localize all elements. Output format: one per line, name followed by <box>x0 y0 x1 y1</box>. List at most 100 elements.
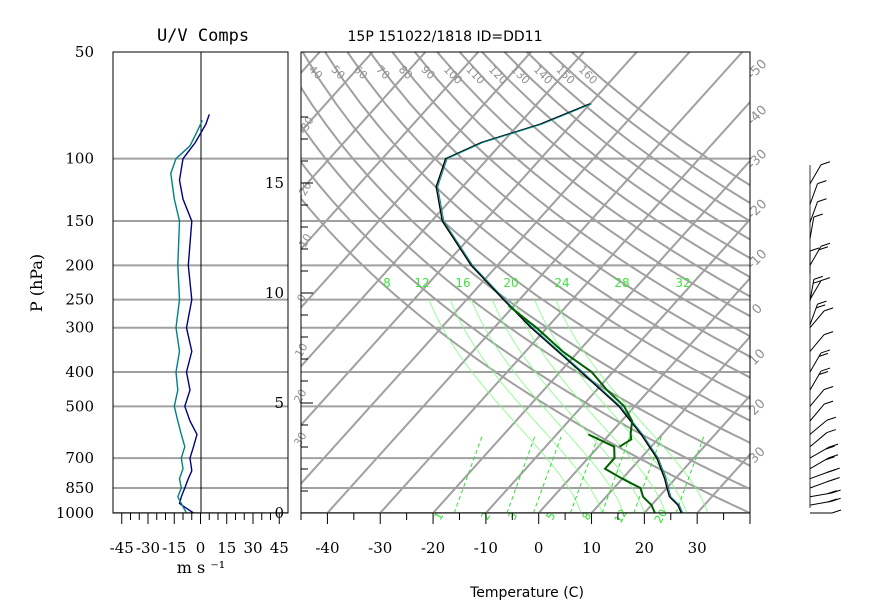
wind-barb <box>809 386 834 407</box>
uv-series <box>170 114 210 513</box>
height-tick-label: 15 <box>265 174 284 192</box>
wind-barb <box>809 497 841 506</box>
uv-y-tick-label: 500 <box>65 397 94 415</box>
mixing-ratio-label: 5 <box>544 510 559 523</box>
skewt-x-axis-label: Temperature (C) <box>469 585 584 600</box>
mixing-ratio-label: 12 <box>612 507 630 526</box>
dry-adiabat <box>369 52 750 358</box>
wind-barb <box>809 400 834 422</box>
skewt-x-tick-label: 20 <box>635 539 654 557</box>
dry-adiabat <box>391 52 750 338</box>
isotherm <box>643 394 750 513</box>
skewt-x-tick-label: 0 <box>534 539 544 557</box>
wind-barb <box>809 454 839 470</box>
mixing-ratio-label: 3 <box>506 510 521 523</box>
uv-y-tick-label: 100 <box>65 150 94 168</box>
isotherm-label: 0 <box>749 301 765 317</box>
wind-barb <box>809 213 823 239</box>
moist-adiabat-label: 28 <box>614 276 629 290</box>
wind-barb <box>809 429 837 448</box>
uv-panel: U/V Comps 501001502002503004005007008501… <box>27 26 289 577</box>
isotherm-label: -20 <box>745 197 771 223</box>
dry-adiabat-label: 90 <box>418 63 437 82</box>
moist-adiabat <box>513 299 666 513</box>
skewt-x-ticks: -40 -30 -20 -10 0 10 20 30 <box>300 513 751 557</box>
isotherm <box>485 218 750 513</box>
wind-barb <box>809 307 834 329</box>
isotherm <box>301 52 321 75</box>
uv-y-tick-label: 700 <box>65 449 94 467</box>
uv-x-tick-label: 15 <box>217 539 236 557</box>
isotherm <box>301 52 374 133</box>
profile-temperature <box>435 103 682 513</box>
skewt-x-tick-label: -30 <box>368 539 392 557</box>
isotherm-left-label: 20 <box>291 387 309 406</box>
dry-adiabat-label: 50 <box>328 63 347 82</box>
profile-dewpoint <box>587 433 656 513</box>
uv-series-line <box>178 114 210 513</box>
uv-y-tick-label: 200 <box>65 256 94 274</box>
wind-barb <box>809 489 841 498</box>
wind-barb <box>809 416 837 435</box>
isotherm <box>301 52 532 310</box>
dry-adiabat <box>301 52 750 422</box>
uv-y-tick-label: 150 <box>65 212 94 230</box>
moist-adiabat <box>555 299 709 513</box>
isotherm-left-label: -10 <box>294 231 314 253</box>
wind-barb <box>809 275 823 302</box>
uv-y-tick-label: 850 <box>65 479 94 497</box>
skewt-x-tick-label: 30 <box>688 539 707 557</box>
skewt-frame <box>300 51 751 514</box>
mixing-ratio-label: 1 <box>432 510 447 523</box>
wind-barb <box>809 180 827 205</box>
moist-adiabat <box>428 299 582 513</box>
skewt-x-tick-label: -10 <box>474 539 498 557</box>
dry-adiabat <box>346 52 750 379</box>
moist-adiabat-label: 24 <box>554 276 569 290</box>
uv-x-tick-label: 45 <box>270 539 289 557</box>
isotherm-label: -10 <box>745 247 771 273</box>
uv-y-tick-label: 250 <box>65 291 94 309</box>
dry-adiabat <box>324 52 750 400</box>
isotherm-label: -30 <box>745 147 771 173</box>
wind-barb <box>809 247 820 274</box>
uv-y-tick-label: 400 <box>65 363 94 381</box>
dry-adiabat-label: 110 <box>463 63 487 87</box>
dry-adiabat-label: 150 <box>553 63 577 87</box>
dry-adiabat <box>436 52 750 298</box>
wind-barb <box>809 476 840 489</box>
wind-barb <box>809 300 827 325</box>
moist-adiabat <box>449 299 603 513</box>
wind-barb <box>810 509 842 514</box>
uv-x-tick-label: -15 <box>162 539 186 557</box>
dry-adiabat <box>414 52 750 318</box>
uv-title: U/V Comps <box>157 26 249 46</box>
uv-y-axis-label: P (hPa) <box>27 254 46 312</box>
dry-adiabat-label: 160 <box>576 63 600 87</box>
dry-adiabat <box>458 52 750 279</box>
height-tick-label: 0 <box>274 504 284 522</box>
isotherm <box>301 52 638 427</box>
uv-x-tick-label: 30 <box>243 539 262 557</box>
wind-barb <box>809 161 831 185</box>
wind-barb <box>809 331 834 352</box>
dry-adiabat <box>301 123 750 467</box>
moist-adiabat-label: 16 <box>455 276 470 290</box>
isotherm <box>301 52 479 251</box>
dry-adiabat-label: 140 <box>531 63 555 87</box>
uv-series-line <box>170 120 203 513</box>
moist-adiabat-label: 12 <box>414 276 429 290</box>
dry-adiabat-label: 100 <box>441 63 465 87</box>
skewt-x-tick-label: -20 <box>421 539 445 557</box>
profile-parcel <box>508 304 634 448</box>
dry-adiabat <box>301 160 750 491</box>
isotherm-label: -40 <box>745 103 771 129</box>
wind-barb <box>809 198 827 223</box>
isotherm <box>301 52 585 368</box>
mixing-ratio-label: 20 <box>652 507 670 526</box>
isotherm-label: -50 <box>745 57 771 83</box>
moist-adiabat-label: 32 <box>675 276 690 290</box>
moist-adiabat <box>492 299 645 513</box>
uv-y-tick-label: 1000 <box>56 504 94 522</box>
